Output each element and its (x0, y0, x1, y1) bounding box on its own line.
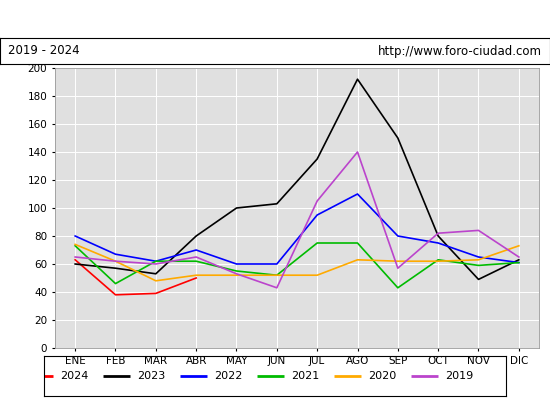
Text: 2020: 2020 (368, 371, 397, 381)
Text: Evolucion Nº Turistas Extranjeros en el municipio de Ribera del Fresno: Evolucion Nº Turistas Extranjeros en el … (41, 12, 509, 26)
Text: 2019 - 2024: 2019 - 2024 (8, 44, 80, 58)
Text: 2023: 2023 (137, 371, 166, 381)
Text: 2021: 2021 (291, 371, 320, 381)
Text: http://www.foro-ciudad.com: http://www.foro-ciudad.com (378, 44, 542, 58)
Text: 2022: 2022 (214, 371, 243, 381)
Text: 2024: 2024 (60, 371, 89, 381)
Text: 2019: 2019 (445, 371, 474, 381)
